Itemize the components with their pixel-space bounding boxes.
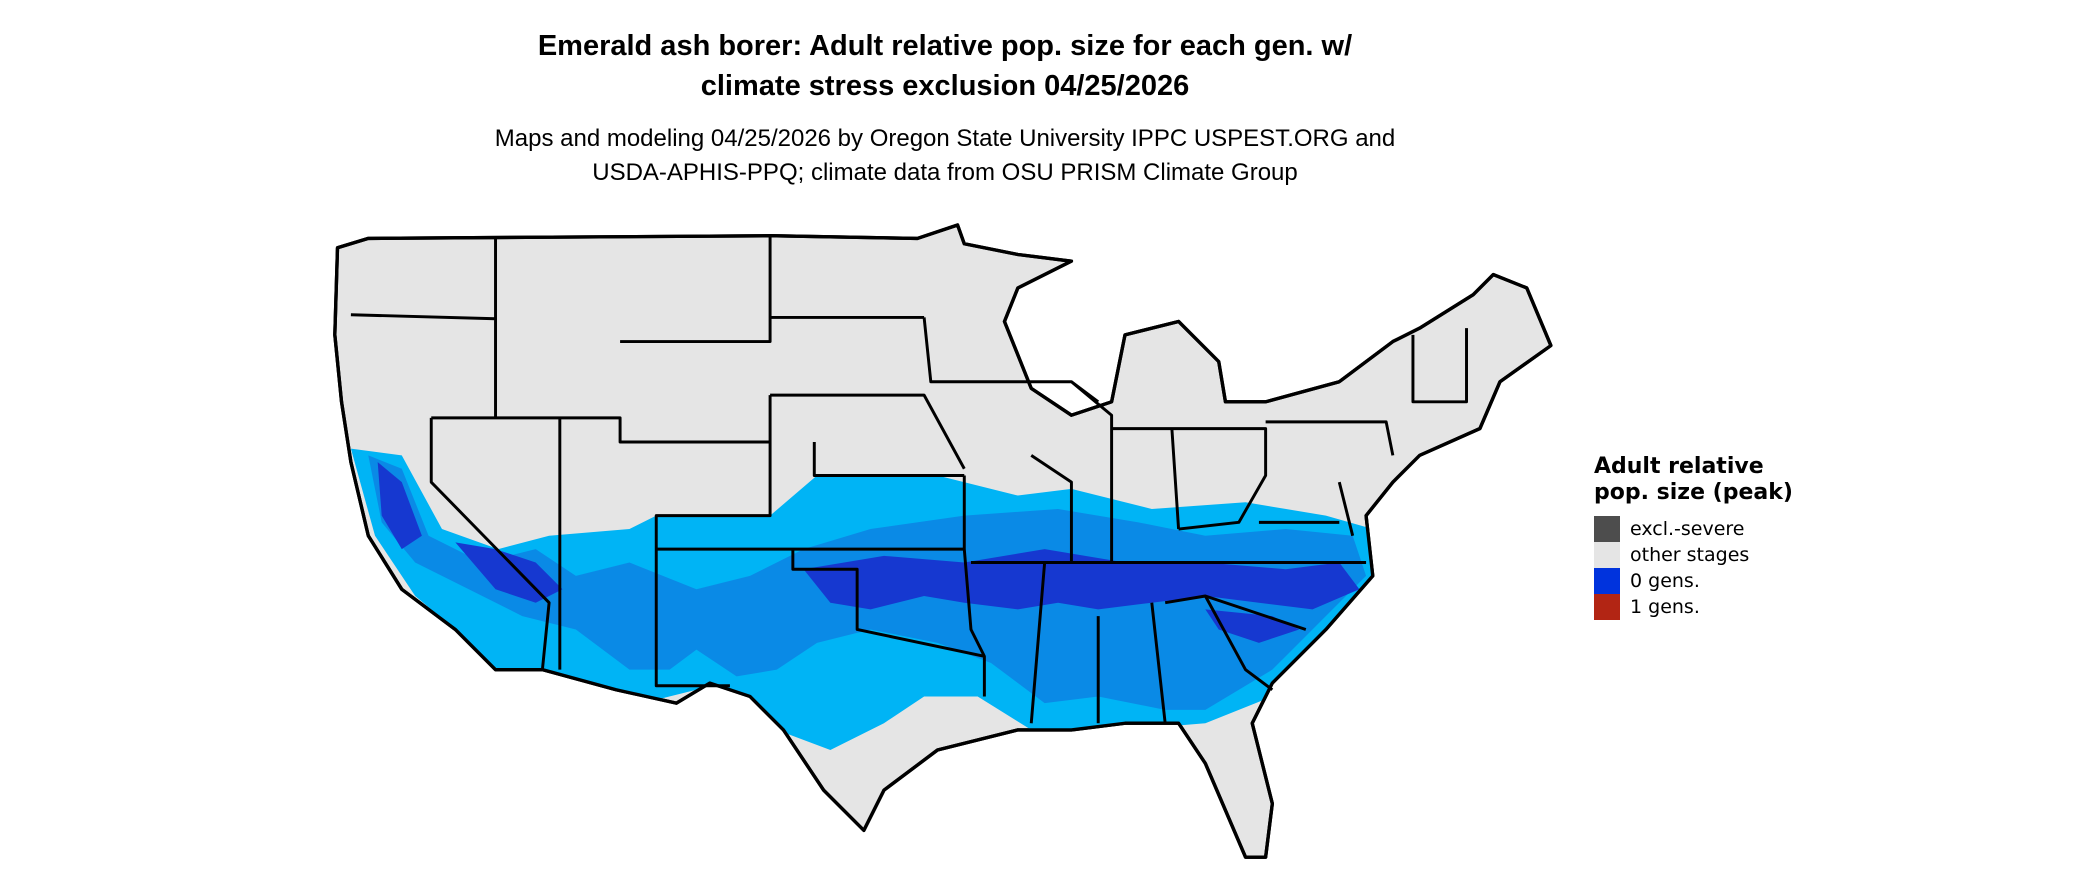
legend-swatch	[1594, 542, 1620, 568]
shade-dark-blue	[377, 462, 1360, 643]
legend-item-other-stages: other stages	[1594, 542, 1814, 568]
map-title-line-2: climate stress exclusion 04/25/2026	[700, 70, 1190, 102]
state-borders	[350, 235, 1468, 724]
legend-swatch	[1594, 594, 1620, 620]
population-shading	[350, 448, 1373, 751]
legend-swatch	[1594, 568, 1620, 594]
legend-item-excl-severe: excl.-severe	[1594, 516, 1814, 542]
map-title: Emerald ash borer: Adult relative pop. s…	[0, 26, 1890, 106]
legend-items: excl.-severe other stages 0 gens. 1 gens…	[1594, 516, 1814, 620]
legend-label: other stages	[1630, 544, 1750, 566]
map-subtitle: Maps and modeling 04/25/2026 by Oregon S…	[0, 122, 1890, 190]
legend-swatch	[1594, 516, 1620, 542]
legend-label: 1 gens.	[1630, 596, 1700, 618]
map-subtitle-line-2: USDA-APHIS-PPQ; climate data from OSU PR…	[592, 159, 1298, 186]
us-coastline	[333, 223, 1553, 859]
legend-label: 0 gens.	[1630, 570, 1700, 592]
legend-item-1-gens: 1 gens.	[1594, 594, 1814, 620]
map-subtitle-line-1: Maps and modeling 04/25/2026 by Oregon S…	[494, 125, 1396, 152]
legend: Adult relative pop. size (peak) excl.-se…	[1594, 454, 1814, 620]
legend-item-0-gens: 0 gens.	[1594, 568, 1814, 594]
map-title-line-1: Emerald ash borer: Adult relative pop. s…	[537, 30, 1353, 62]
legend-label: excl.-severe	[1630, 518, 1745, 540]
legend-title: Adult relative pop. size (peak)	[1594, 454, 1793, 505]
